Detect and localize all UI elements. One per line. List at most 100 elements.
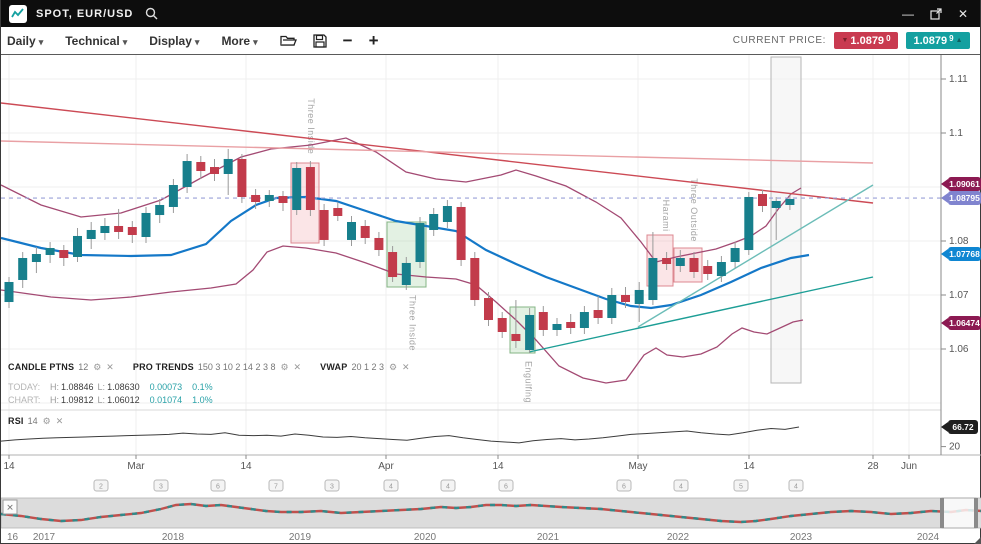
navigator-close-button[interactable]: [2, 499, 18, 515]
moving-average-line: [0, 195, 810, 310]
navigator-year-label: 16: [7, 532, 19, 543]
price-badge: [948, 316, 981, 330]
time-tick-label: Jun: [901, 461, 917, 472]
popout-button[interactable]: [930, 7, 942, 20]
bid-price-badge: ▼ 1.0879 0: [834, 32, 898, 49]
remove-indicator-icon[interactable]: ✕: [293, 362, 302, 372]
time-tick-label: May: [629, 461, 648, 472]
navigator-year-label: 2018: [162, 532, 185, 543]
toolbar: Daily ▾ Technical ▾ Display ▾ More ▾ − + CUR…: [1, 27, 980, 55]
legend-chart-row: CHART: H: 1.09812 L: 1.06012 0.01074 1.0%: [8, 395, 213, 405]
event-marker-icon[interactable]: [324, 479, 340, 492]
navigator-year-label: 2019: [289, 532, 312, 543]
price-badge: [948, 177, 981, 191]
remove-indicator-icon[interactable]: ✕: [55, 416, 64, 426]
price-tick-label: 1.08: [949, 236, 969, 247]
price-badge: [948, 247, 981, 261]
svg-text:4: 4: [389, 484, 393, 491]
app-logo-icon: [9, 4, 27, 23]
svg-text:6: 6: [216, 484, 220, 491]
price-badge-label: 1.07768: [949, 249, 980, 259]
navigator-handle-right[interactable]: [974, 498, 978, 528]
menu-interval[interactable]: Daily ▾: [7, 33, 44, 48]
time-tick-label: 14: [492, 461, 504, 472]
main-chart[interactable]: Three Inside Three Inside Engulfing Harami T…: [0, 55, 981, 544]
navigator-year-label: 2017: [33, 532, 56, 543]
price-badge-label: 1.08795: [949, 193, 980, 203]
indicator-pro-trends[interactable]: PRO TRENDS 150 3 10 2 14 2 3 8 ⚙ ✕: [132, 362, 302, 372]
event-marker-icon[interactable]: [440, 479, 456, 492]
zoom-in-button[interactable]: +: [368, 31, 379, 50]
open-folder-icon[interactable]: [279, 34, 297, 47]
ask-pip: 9: [949, 34, 954, 43]
window-title: SPOT, EUR/USD: [36, 7, 134, 20]
svg-text:66.72: 66.72: [952, 422, 974, 432]
close-button[interactable]: ✕: [957, 6, 968, 21]
price-tick-label: 1.07: [949, 290, 969, 301]
event-marker-icon[interactable]: [673, 479, 689, 492]
menu-more[interactable]: More ▾: [221, 33, 258, 48]
support-shallow-trendline: [528, 276, 874, 353]
minimize-button[interactable]: —: [901, 6, 914, 21]
event-marker-icon[interactable]: [93, 479, 109, 492]
price-badge-label: 1.06474: [949, 318, 980, 328]
event-marker-icon[interactable]: [268, 479, 284, 492]
svg-text:4: 4: [679, 484, 683, 491]
ask-price: 1.0879: [913, 34, 948, 47]
chevron-down-icon: ▾: [194, 36, 200, 47]
event-marker-icon[interactable]: [498, 479, 514, 492]
price-badge-label: 1.09061: [949, 179, 980, 189]
search-icon[interactable]: [145, 7, 158, 20]
gear-icon[interactable]: ⚙: [93, 362, 102, 372]
indicator-candle-ptns[interactable]: CANDLE PTNS 12 ⚙ ✕: [8, 362, 114, 372]
event-marker-icon[interactable]: [153, 479, 169, 492]
pattern-label: Three Outside: [689, 178, 699, 242]
svg-text:5: 5: [739, 484, 743, 491]
price-tick-label: 1.06: [949, 344, 969, 355]
navigator-year-label: 2023: [790, 532, 813, 543]
rsi-tick-label: 20: [949, 442, 961, 453]
price-down-icon: ▼: [841, 37, 849, 44]
menu-technical[interactable]: Technical ▾: [65, 33, 128, 48]
bid-pip: 0: [886, 34, 891, 43]
event-marker-icon[interactable]: [210, 479, 226, 492]
navigator-selection[interactable]: [941, 497, 977, 529]
save-icon[interactable]: [312, 33, 327, 48]
chevron-down-icon: ▾: [253, 36, 258, 47]
gear-icon[interactable]: ⚙: [280, 362, 289, 372]
resize-grip[interactable]: [974, 536, 981, 544]
navigator-handle-left[interactable]: [940, 498, 944, 528]
navigator-year-label: 2021: [537, 532, 560, 543]
indicator-vwap[interactable]: VWAP 20 1 2 3 ⚙ ✕: [320, 362, 410, 372]
support-steep-trendline: [637, 184, 874, 328]
resistance-steep-trendline: [0, 102, 874, 204]
resistance-flat-trendline: [0, 140, 874, 164]
navigator-year-label: 2024: [917, 532, 940, 543]
future-zone: [770, 56, 802, 384]
menu-display[interactable]: Display ▾: [149, 33, 200, 48]
pattern-label: Engulfing: [524, 361, 534, 403]
rsi-line: [0, 426, 800, 444]
event-marker-icon[interactable]: [788, 479, 804, 492]
ask-price-badge: 1.0879 9 ▲: [906, 32, 970, 49]
zoom-out-button[interactable]: −: [342, 31, 353, 50]
navigator-year-label: 2022: [667, 532, 690, 543]
candles: [4, 148, 795, 353]
event-marker-icon[interactable]: [383, 479, 399, 492]
event-marker-icon[interactable]: [616, 479, 632, 492]
pattern-label: Three Inside: [306, 98, 316, 154]
svg-text:6: 6: [504, 484, 508, 491]
current-price-label: CURRENT PRICE:: [732, 35, 826, 46]
event-marker-icon[interactable]: [733, 479, 749, 492]
indicator-legend: CANDLE PTNS 12 ⚙ ✕ PRO TRENDS 150 3 10 2 14 …: [8, 362, 410, 406]
remove-indicator-icon[interactable]: ✕: [106, 362, 114, 372]
remove-indicator-icon[interactable]: ✕: [402, 362, 410, 372]
gear-icon[interactable]: ⚙: [388, 362, 398, 372]
chevron-down-icon: ▾: [38, 36, 44, 47]
time-tick-label: Mar: [127, 461, 145, 472]
svg-text:6: 6: [622, 484, 626, 491]
legend-today-row: TODAY: H: 1.08846 L: 1.08630 0.00073 0.1%: [8, 382, 213, 392]
indicator-rsi[interactable]: RSI 14 ⚙ ✕: [8, 416, 64, 426]
svg-text:3: 3: [330, 484, 334, 491]
gear-icon[interactable]: ⚙: [42, 416, 51, 426]
